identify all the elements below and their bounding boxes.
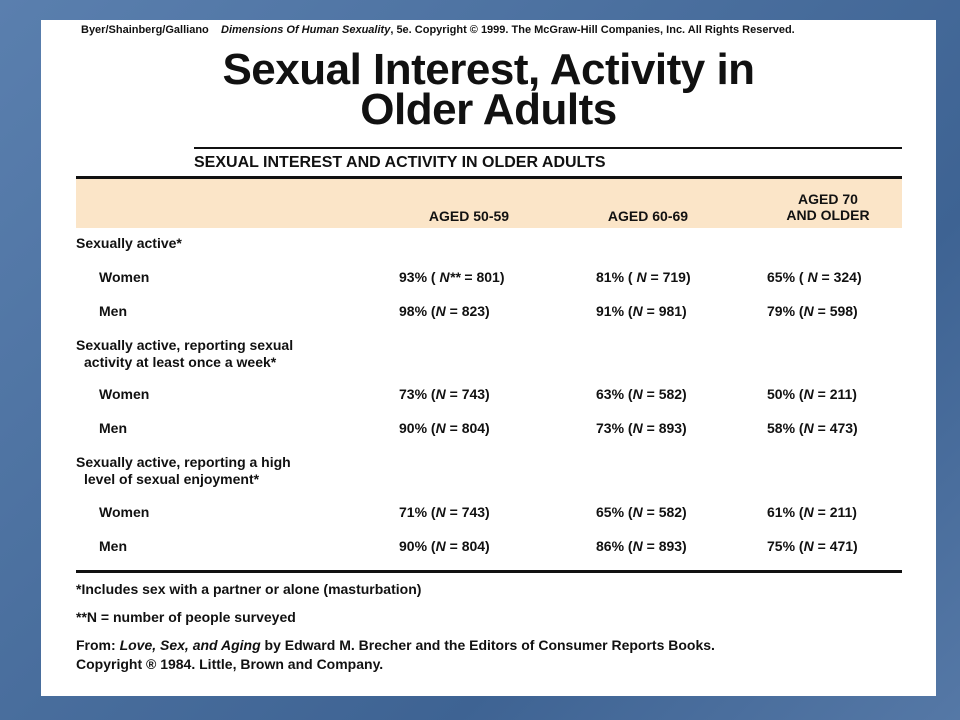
slide-title-line-1: Sexual Interest, Activity in	[222, 45, 755, 94]
source-copyright: Copyright ® 1984. Little, Brown and Comp…	[76, 656, 384, 672]
cell-s2-women-70-plus: 50% (N = 211)	[767, 386, 857, 402]
column-header-70-plus: AGED 70 AND OLDER	[786, 191, 870, 223]
copyright-credit: Byer/Shainberg/Galliano Dimensions Of Hu…	[81, 24, 795, 36]
cell-s3-women-70-plus: 61% (N = 211)	[767, 504, 857, 520]
table-caption: SEXUAL INTEREST AND ACTIVITY IN OLDER AD…	[194, 154, 606, 171]
cell-s1-men-50-59: 98% (N = 823)	[399, 303, 490, 319]
source-citation: From: Love, Sex, and Aging by Edward M. …	[76, 637, 715, 653]
column-header-60-69: AGED 60-69	[607, 208, 689, 224]
cell-s2-men-50-59: 90% (N = 804)	[399, 420, 490, 436]
book-title: Dimensions Of Human Sexuality	[221, 24, 391, 36]
row-label-men: Men	[99, 303, 127, 319]
cell-s2-men-70-plus: 58% (N = 473)	[767, 420, 858, 436]
section-weekly-activity: Sexually active, reporting sexual activi…	[76, 337, 294, 370]
cell-s1-men-70-plus: 79% (N = 598)	[767, 303, 858, 319]
slide-title-line-2: Older Adults	[360, 85, 617, 134]
cell-s1-women-50-59: 93% ( N** = 801)	[399, 269, 505, 285]
cell-s2-women-60-69: 63% (N = 582)	[596, 386, 687, 402]
row-label-women: Women	[99, 386, 150, 402]
footnote-single-asterisk: *Includes sex with a partner or alone (m…	[76, 581, 422, 597]
slide: Byer/Shainberg/Galliano Dimensions Of Hu…	[41, 20, 936, 696]
cell-s3-men-60-69: 86% (N = 893)	[596, 538, 687, 554]
slide-title: Sexual Interest, Activity in Older Adult…	[41, 45, 936, 134]
section-sexually-active: Sexually active*	[76, 235, 182, 251]
title-rule	[194, 147, 902, 149]
cell-s3-women-60-69: 65% (N = 582)	[596, 504, 687, 520]
source-title: Love, Sex, and Aging	[119, 637, 261, 653]
cell-s3-men-50-59: 90% (N = 804)	[399, 538, 490, 554]
cell-s1-men-60-69: 91% (N = 981)	[596, 303, 687, 319]
cell-s2-men-60-69: 73% (N = 893)	[596, 420, 687, 436]
cell-s3-women-50-59: 71% (N = 743)	[399, 504, 490, 520]
row-label-men: Men	[99, 420, 127, 436]
table-bottom-rule	[76, 570, 902, 573]
cell-s1-women-70-plus: 65% ( N = 324)	[767, 269, 862, 285]
section-sexual-enjoyment: Sexually active, reporting a high level …	[76, 454, 291, 487]
row-label-women: Women	[99, 269, 150, 285]
cell-s3-men-70-plus: 75% (N = 471)	[767, 538, 858, 554]
table-top-rule	[76, 176, 902, 179]
cell-s1-women-60-69: 81% ( N = 719)	[596, 269, 691, 285]
row-label-men: Men	[99, 538, 127, 554]
table-header-band	[76, 179, 902, 228]
row-label-women: Women	[99, 504, 150, 520]
column-header-50-59: AGED 50-59	[428, 208, 510, 224]
footnote-double-asterisk: **N = number of people surveyed	[76, 609, 296, 625]
cell-s2-women-50-59: 73% (N = 743)	[399, 386, 490, 402]
